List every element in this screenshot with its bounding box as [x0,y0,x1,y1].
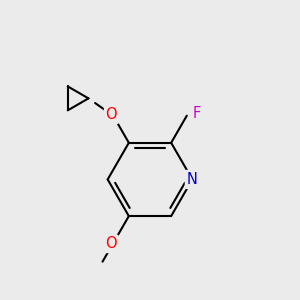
Text: O: O [106,236,117,251]
Text: F: F [192,106,201,122]
Text: O: O [106,107,117,122]
Text: N: N [187,172,198,187]
